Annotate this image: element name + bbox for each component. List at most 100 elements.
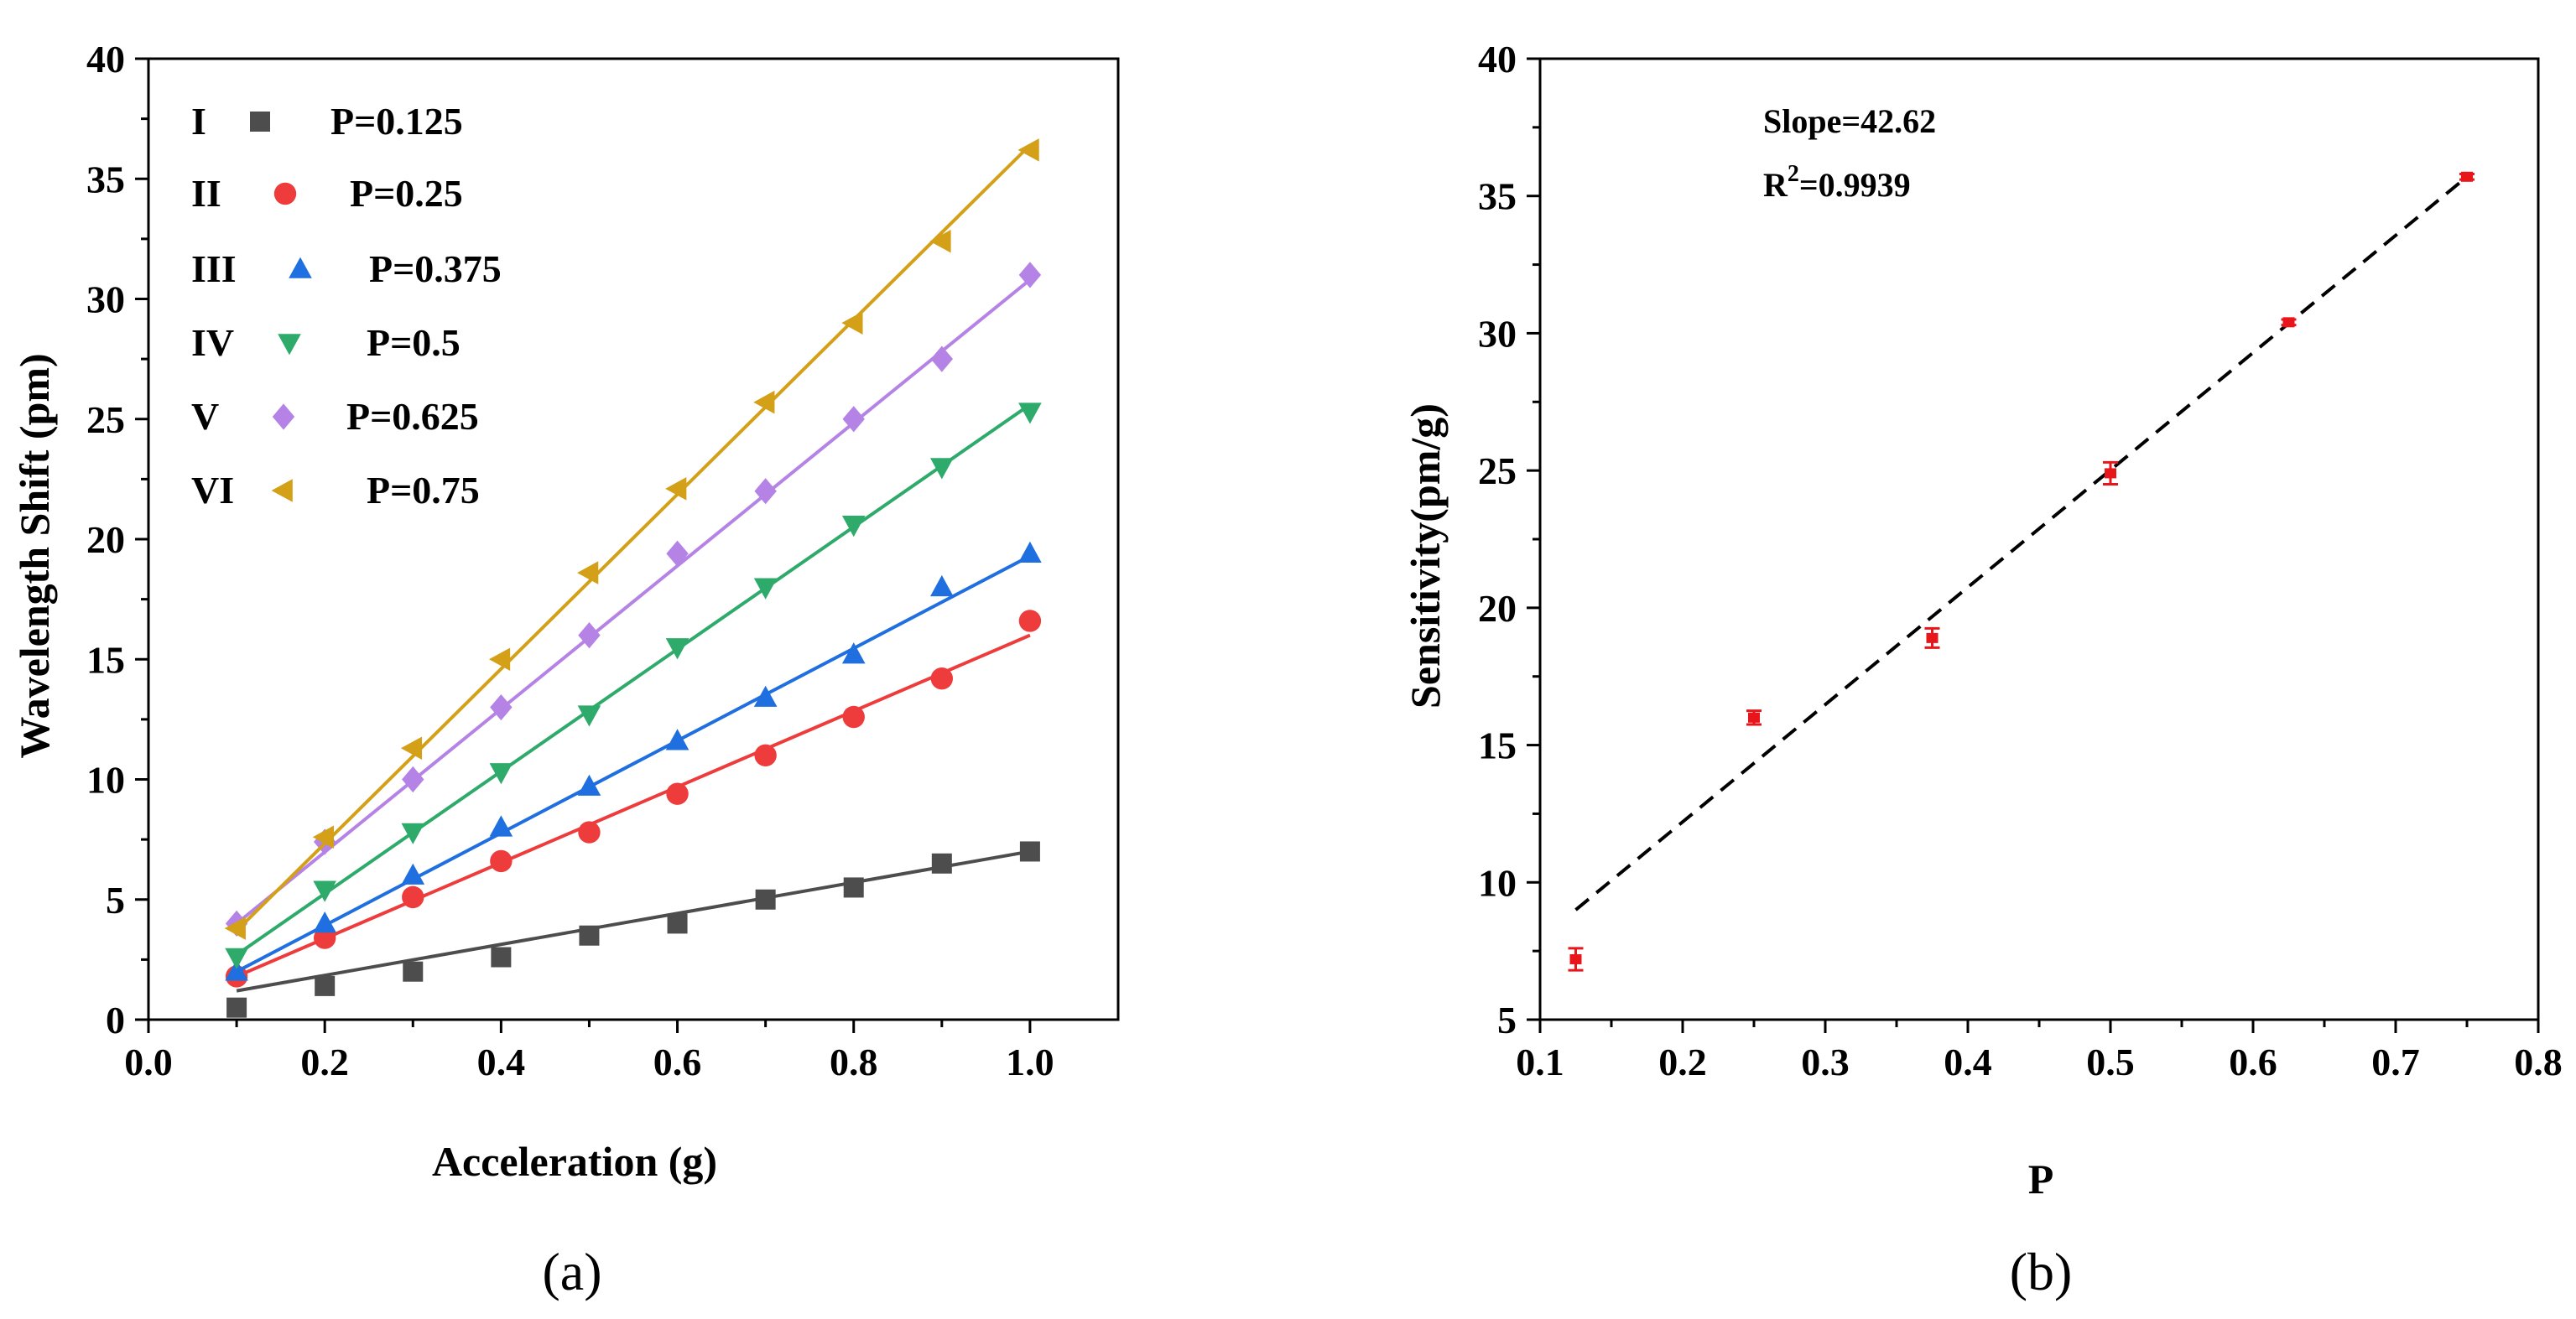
x-tick-label: 0.1 xyxy=(1516,1041,1564,1083)
data-point xyxy=(489,815,513,837)
data-point xyxy=(930,345,954,372)
data-point xyxy=(841,311,863,335)
y-tick-label: 20 xyxy=(86,518,125,561)
annotation-r2-value: =0.9939 xyxy=(1799,166,1911,204)
legend-roman: IV xyxy=(191,321,234,364)
data-point xyxy=(755,889,776,910)
data-point xyxy=(842,406,865,433)
x-tick-label: 0.7 xyxy=(2371,1041,2420,1083)
data-point xyxy=(313,880,336,902)
data-point xyxy=(400,736,423,761)
data-point xyxy=(930,458,954,480)
annotation-r-squared: R2=0.9939 xyxy=(1763,161,1911,204)
y-tick-label: 5 xyxy=(106,879,125,922)
y-tick-label: 5 xyxy=(1497,999,1517,1041)
legend-label: P=0.5 xyxy=(367,321,461,364)
fit-line xyxy=(236,554,1031,974)
data-point xyxy=(224,917,246,940)
data-point xyxy=(666,782,689,805)
data-point xyxy=(402,766,424,793)
legend-label: P=0.75 xyxy=(367,469,480,512)
annotation-slope: Slope=42.62 xyxy=(1763,102,1936,140)
data-point xyxy=(2105,468,2116,479)
legend-roman: I xyxy=(191,100,206,143)
data-point xyxy=(401,863,425,885)
data-point xyxy=(315,975,336,996)
data-point xyxy=(929,229,951,253)
data-point xyxy=(1926,632,1939,643)
data-point xyxy=(403,961,424,982)
data-point xyxy=(665,729,690,750)
data-point xyxy=(1017,138,1039,162)
panel-b-chart: 0.1 0.2 0.3 0.4 0.5 0.6 0.7 0.8 5 10 15 20 25 30 35 40 P… xyxy=(1402,38,2563,1301)
x-axis-title: P xyxy=(2028,1155,2054,1202)
data-point xyxy=(1748,712,1760,723)
y-tick-label: 30 xyxy=(86,278,125,321)
fit-line xyxy=(235,278,1032,925)
annotation-r2-superscript: 2 xyxy=(1788,161,1799,187)
legend-label: P=0.25 xyxy=(350,172,463,215)
data-point xyxy=(931,853,952,874)
data-point xyxy=(667,913,688,934)
data-point xyxy=(841,516,866,537)
y-tick-label: 30 xyxy=(1478,312,1517,355)
x-tick-label: 0.2 xyxy=(1658,1041,1707,1083)
data-point xyxy=(2461,171,2473,182)
data-point xyxy=(488,647,511,672)
data-point xyxy=(578,622,601,649)
legend-marker xyxy=(250,112,270,132)
y-axis-title: Sensitivity(pm/g) xyxy=(1402,403,1449,709)
panel-a-chart: 0.0 0.2 0.4 0.6 0.8 1.0 0 5 10 15 20 25 30 35 40 Accele… xyxy=(11,38,1120,1301)
legend-marker xyxy=(271,479,293,502)
fit-line-dashed xyxy=(1574,175,2469,911)
legend-marker xyxy=(278,334,301,356)
data-point xyxy=(312,825,334,849)
data-point xyxy=(577,774,601,796)
y-tick-label: 0 xyxy=(106,999,125,1041)
x-tick-label: 0.8 xyxy=(2514,1041,2563,1083)
x-tick-label: 0.0 xyxy=(124,1041,173,1083)
x-tick-label: 0.8 xyxy=(830,1041,878,1083)
x-axis-title: Acceleration (g) xyxy=(432,1138,717,1185)
data-point xyxy=(225,959,248,981)
data-point xyxy=(665,638,690,660)
data-point xyxy=(490,849,513,873)
data-point xyxy=(930,574,954,597)
data-point xyxy=(753,390,775,414)
data-point xyxy=(577,705,601,727)
data-point xyxy=(753,578,778,600)
fit-line xyxy=(235,143,1032,932)
data-point xyxy=(577,561,599,584)
y-tick-label: 25 xyxy=(1478,449,1517,492)
data-point xyxy=(489,763,513,785)
y-tick-label: 20 xyxy=(1478,587,1517,630)
x-tick-label: 0.6 xyxy=(653,1041,702,1083)
data-point xyxy=(666,540,689,567)
data-point xyxy=(490,693,513,721)
fit-line xyxy=(235,402,1032,957)
data-point xyxy=(491,947,512,968)
data-point xyxy=(1018,610,1042,632)
legend-label: P=0.625 xyxy=(346,395,479,438)
panel-label-a: (a) xyxy=(542,1242,601,1301)
data-point xyxy=(665,477,687,501)
data-point xyxy=(402,885,424,909)
data-point xyxy=(2282,317,2295,328)
legend-roman: VI xyxy=(191,469,234,512)
data-point xyxy=(1018,262,1042,288)
legend-roman: III xyxy=(191,247,237,290)
x-tick-label: 0.5 xyxy=(2086,1041,2135,1083)
data-point xyxy=(579,925,600,946)
legend-label: P=0.125 xyxy=(330,100,463,143)
legend-roman: II xyxy=(191,172,221,215)
x-tick-label: 0.6 xyxy=(2229,1041,2277,1083)
y-tick-label: 25 xyxy=(86,398,125,441)
data-point xyxy=(930,667,954,690)
panel-label-b: (b) xyxy=(2010,1242,2073,1301)
data-point xyxy=(842,705,865,729)
legend-marker xyxy=(273,182,297,205)
fit-line xyxy=(236,633,1031,979)
y-tick-label: 40 xyxy=(86,38,125,80)
legend-label: P=0.375 xyxy=(369,247,502,290)
